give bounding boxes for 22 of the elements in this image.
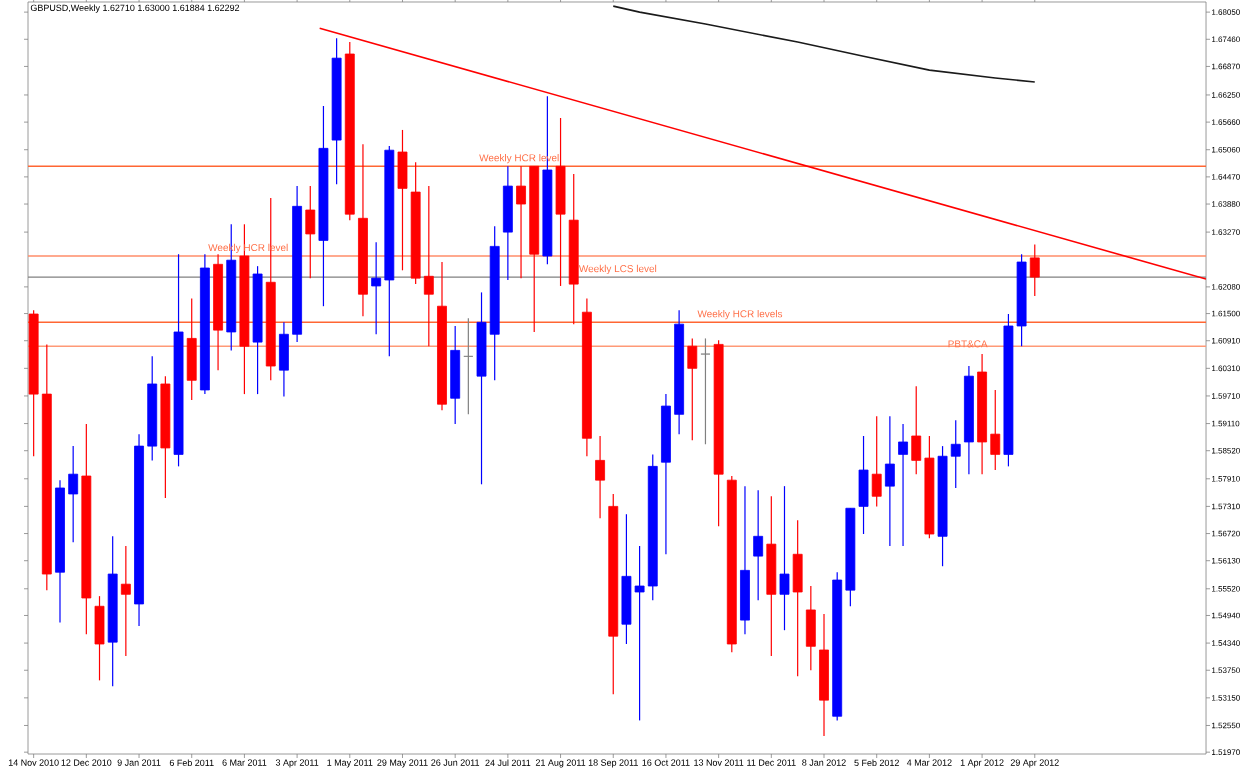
candlestick — [779, 485, 790, 631]
candlestick — [120, 545, 131, 657]
candlestick — [186, 297, 197, 401]
candlestick — [687, 337, 698, 441]
candlestick — [1029, 243, 1040, 297]
candlestick — [595, 435, 605, 519]
candlestick — [898, 423, 908, 547]
candlestick — [858, 435, 869, 535]
line-series — [612, 5, 1036, 83]
candlestick — [463, 317, 474, 415]
candlestick — [700, 337, 711, 445]
candlestick — [555, 117, 566, 287]
candlestick — [305, 185, 316, 279]
candlestick — [871, 415, 882, 507]
candlestick — [502, 165, 513, 281]
candlestick — [805, 585, 816, 671]
candlestick — [450, 325, 461, 425]
candlestick — [753, 489, 764, 601]
candlestick — [94, 595, 105, 681]
candlestick — [884, 415, 895, 547]
candlestick — [792, 519, 803, 677]
candlestick — [397, 129, 408, 271]
